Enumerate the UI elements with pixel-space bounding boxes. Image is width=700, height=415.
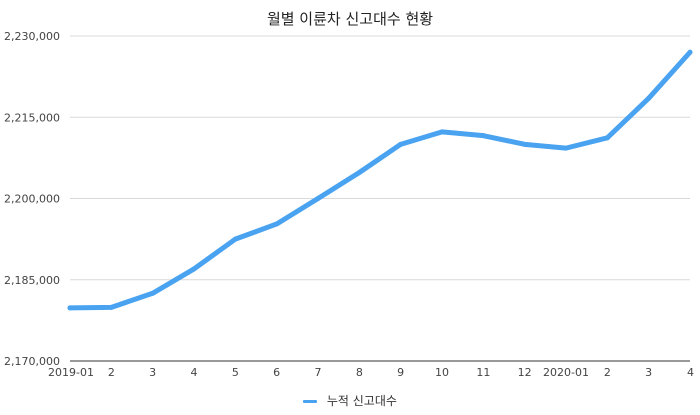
- data-point: [646, 95, 652, 101]
- data-point: [563, 145, 569, 151]
- y-tick-label: 2,200,000: [4, 193, 60, 206]
- data-point: [604, 135, 610, 141]
- x-tick-label: 3: [149, 366, 156, 379]
- y-tick-label: 2,230,000: [4, 30, 60, 43]
- data-point: [150, 290, 156, 296]
- x-tick-label: 9: [397, 366, 404, 379]
- legend: 누적 신고대수: [0, 392, 700, 409]
- x-tick-label: 2: [604, 366, 611, 379]
- data-point: [398, 141, 404, 147]
- data-point: [232, 236, 238, 242]
- data-point: [356, 170, 362, 175]
- data-point: [687, 49, 693, 55]
- legend-label: 누적 신고대수: [326, 394, 397, 408]
- data-point: [191, 266, 197, 272]
- y-tick-label: 2,215,000: [4, 111, 60, 124]
- x-tick-label: 2020-01: [543, 366, 589, 379]
- x-tick-label: 2: [108, 366, 115, 379]
- x-tick-label: 7: [315, 366, 322, 379]
- x-tick-label: 5: [232, 366, 239, 379]
- x-tick-label: 11: [476, 366, 490, 379]
- data-point: [108, 304, 114, 310]
- y-tick-label: 2,170,000: [4, 355, 60, 368]
- x-tick-label: 3: [645, 366, 652, 379]
- data-point: [480, 133, 486, 139]
- x-tick-label: 10: [435, 366, 449, 379]
- chart-title: 월별 이륜차 신고대수 현황: [266, 10, 434, 28]
- x-tick-label: 6: [273, 366, 280, 379]
- x-tick-label: 12: [518, 366, 532, 379]
- data-point: [274, 221, 280, 227]
- x-tick-label: 4: [687, 366, 694, 379]
- x-tick-label: 4: [191, 366, 198, 379]
- y-tick-label: 2,185,000: [4, 274, 60, 287]
- x-tick-label: 8: [356, 366, 363, 379]
- series-line: [67, 49, 693, 311]
- legend-swatch: [303, 400, 318, 403]
- data-point: [522, 141, 528, 147]
- data-point: [439, 129, 445, 135]
- data-point: [67, 305, 73, 311]
- data-point: [315, 196, 321, 201]
- x-tick-label: 2019-01: [48, 366, 94, 379]
